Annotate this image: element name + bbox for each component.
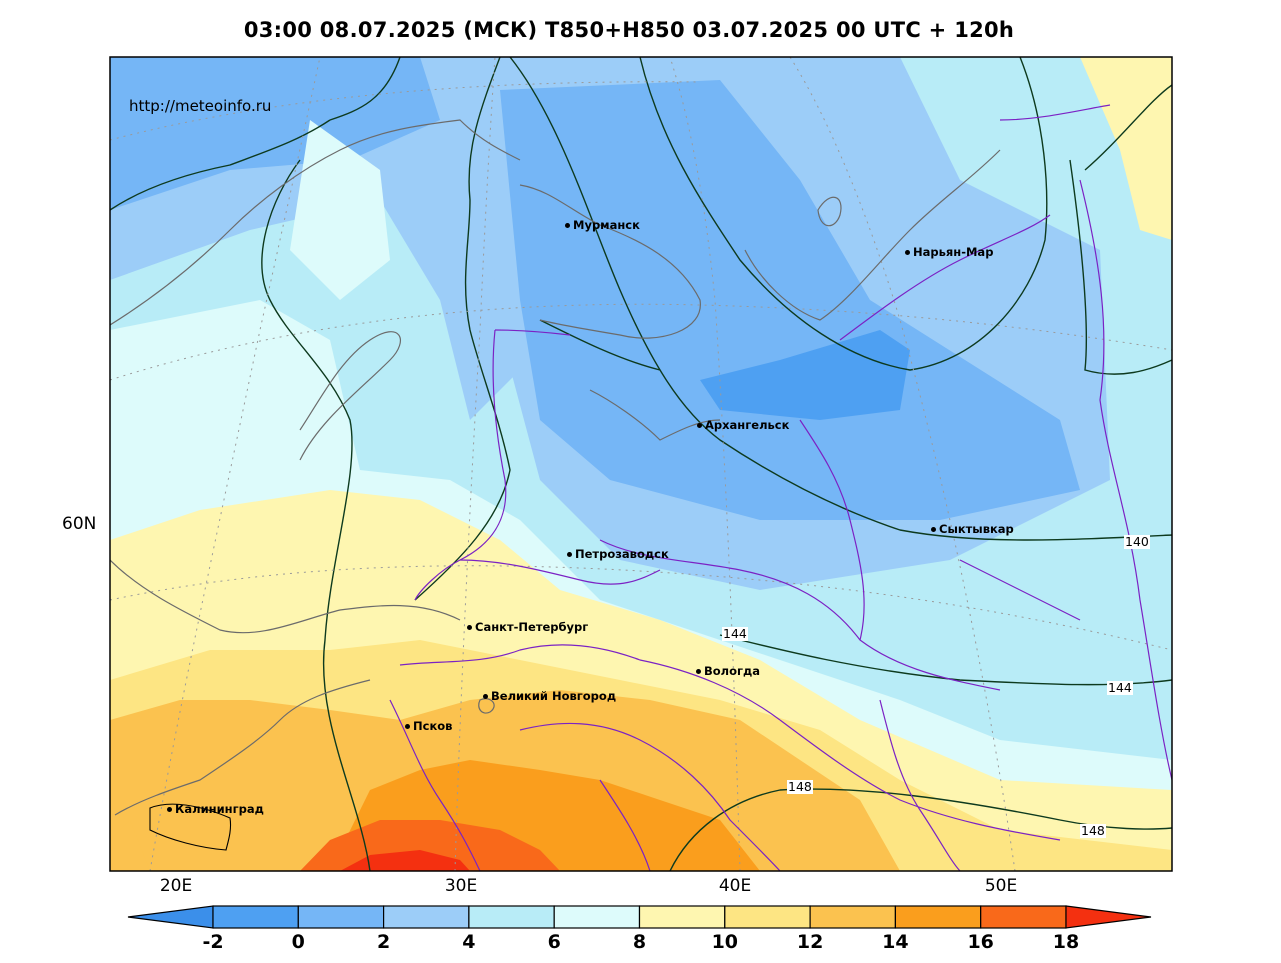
colorbar: [127, 905, 1152, 929]
contour-label-140: 140: [1124, 534, 1150, 549]
colorbar-segment: [809, 905, 896, 929]
city-vologda: Вологда: [696, 664, 760, 678]
colorbar-segment: [383, 905, 470, 929]
city-marker: [931, 527, 936, 532]
colorbar-label: 14: [882, 931, 909, 953]
colorbar-segment: [638, 905, 726, 929]
city-pskov: Псков: [405, 719, 452, 733]
city-arkhangelsk: Архангельск: [697, 418, 789, 432]
colorbar-extend-high: [1065, 905, 1152, 929]
colorbar-segment: [297, 905, 385, 929]
city-saint-petersburg: Санкт-Петербург: [467, 620, 588, 634]
city-marker: [167, 807, 172, 812]
lon-label-30e: 30E: [444, 876, 478, 896]
contour-label-144-west: 144: [722, 626, 748, 641]
colorbar-label: -2: [202, 931, 224, 953]
colorbar-label: 0: [291, 931, 305, 953]
colorbar-label: 16: [967, 931, 994, 953]
city-marker: [565, 223, 570, 228]
colorbar-label: 12: [796, 931, 824, 953]
colorbar-segment: [724, 905, 811, 929]
colorbar-label: 6: [547, 931, 561, 953]
lon-label-20e: 20E: [159, 876, 193, 896]
colorbar-label: 8: [632, 931, 647, 953]
colorbar-segment: [553, 905, 641, 929]
lon-label-50e: 50E: [984, 876, 1018, 896]
city-marker: [467, 625, 472, 630]
city-marker: [905, 250, 910, 255]
city-naryan-mar: Нарьян-Мар: [905, 245, 993, 259]
city-veliky-novgorod: Великий Новгород: [483, 689, 616, 703]
city-murmansk: Мурманск: [565, 218, 640, 232]
colorbar-segment: [894, 905, 982, 929]
contour-label-148-west: 148: [787, 779, 813, 794]
contour-label-148-east: 148: [1080, 823, 1106, 838]
colorbar-label: 18: [1052, 931, 1080, 953]
city-marker: [696, 669, 701, 674]
lat-label-60n: 60N: [62, 514, 97, 534]
map-title: 03:00 08.07.2025 (МСК) T850+H850 03.07.2…: [243, 18, 1015, 42]
city-marker: [697, 423, 702, 428]
city-marker: [483, 694, 488, 699]
city-syktyvkar: Сыктывкар: [931, 522, 1014, 536]
city-marker: [567, 552, 572, 557]
temperature-field: [110, 57, 1172, 871]
watermark: http://meteoinfo.ru: [129, 97, 272, 115]
city-kaliningrad: Калининград: [167, 802, 264, 816]
colorbar-segment: [468, 905, 555, 929]
colorbar-label: 2: [376, 931, 391, 953]
colorbar-label: 4: [462, 931, 476, 953]
colorbar-extend-low: [127, 905, 214, 929]
contour-label-144-east: 144: [1107, 680, 1133, 695]
colorbar-segment: [212, 905, 299, 929]
city-petrozavodsk: Петрозаводск: [567, 547, 669, 561]
lon-label-40e: 40E: [718, 876, 752, 896]
colorbar-label: 10: [711, 931, 739, 953]
colorbar-segment: [980, 905, 1067, 929]
city-marker: [405, 724, 410, 729]
